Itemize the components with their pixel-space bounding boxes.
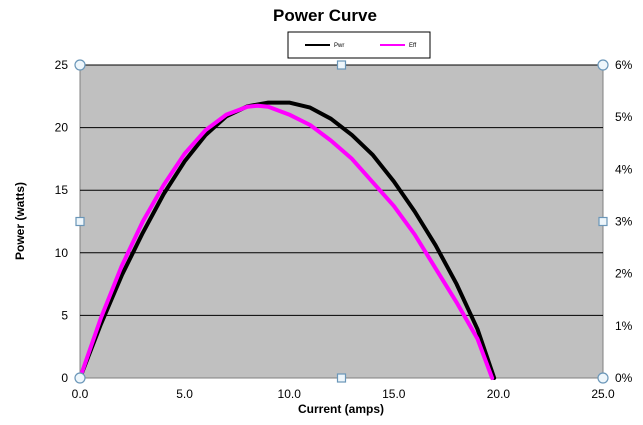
corner-resize-handle[interactable] — [74, 59, 86, 71]
y-axis-title: Power (watts) — [13, 182, 27, 260]
y-tick-label: 10 — [55, 246, 69, 260]
edge-resize-handle[interactable] — [598, 216, 608, 227]
y2-tick-label: 0% — [615, 371, 633, 385]
y2-tick-label: 1% — [615, 319, 633, 333]
y2-tick-label: 2% — [615, 267, 633, 281]
edge-resize-handle[interactable] — [75, 216, 85, 227]
y2-tick-label: 4% — [615, 162, 633, 176]
x-tick-label: 5.0 — [176, 387, 193, 401]
edge-resize-handle[interactable] — [336, 60, 347, 70]
x-tick-label: 15.0 — [382, 387, 406, 401]
x-tick-label: 25.0 — [591, 387, 615, 401]
y-tick-label: 15 — [55, 183, 69, 197]
legend-label-pwr: Pwr — [334, 43, 344, 49]
chart-title: Power Curve — [273, 6, 377, 25]
series-line-pwr — [78, 100, 497, 380]
corner-resize-handle[interactable] — [597, 59, 609, 71]
plot-area — [79, 64, 604, 379]
x-tick-label: 10.0 — [278, 387, 302, 401]
series-layer — [78, 100, 497, 380]
x-tick-label: 0.0 — [72, 387, 89, 401]
selection-handles[interactable] — [74, 59, 609, 384]
y2-tick-label: 6% — [615, 58, 633, 72]
y-tick-label: 0 — [61, 371, 68, 385]
y-tick-label: 20 — [55, 121, 69, 135]
y2-tick-label: 3% — [615, 215, 633, 229]
y-tick-label: 5 — [61, 308, 68, 322]
y2-axis-ticks: 0% 1% 2% 3% 4% 5% 6% — [615, 58, 633, 385]
x-axis-title: Current (amps) — [298, 402, 384, 416]
x-tick-label: 20.0 — [487, 387, 511, 401]
legend: Pwr Eff — [287, 31, 431, 59]
corner-resize-handle[interactable] — [597, 372, 609, 384]
x-axis-ticks: 0.0 5.0 10.0 15.0 20.0 25.0 — [72, 387, 615, 401]
y-axis-ticks: 0 5 10 15 20 25 — [55, 58, 69, 385]
y-tick-label: 25 — [55, 58, 69, 72]
legend-label-eff: Eff — [409, 43, 417, 49]
y2-tick-label: 5% — [615, 110, 633, 124]
edge-resize-handle[interactable] — [336, 373, 347, 383]
corner-resize-handle[interactable] — [74, 372, 86, 384]
series-line-eff — [78, 103, 495, 380]
